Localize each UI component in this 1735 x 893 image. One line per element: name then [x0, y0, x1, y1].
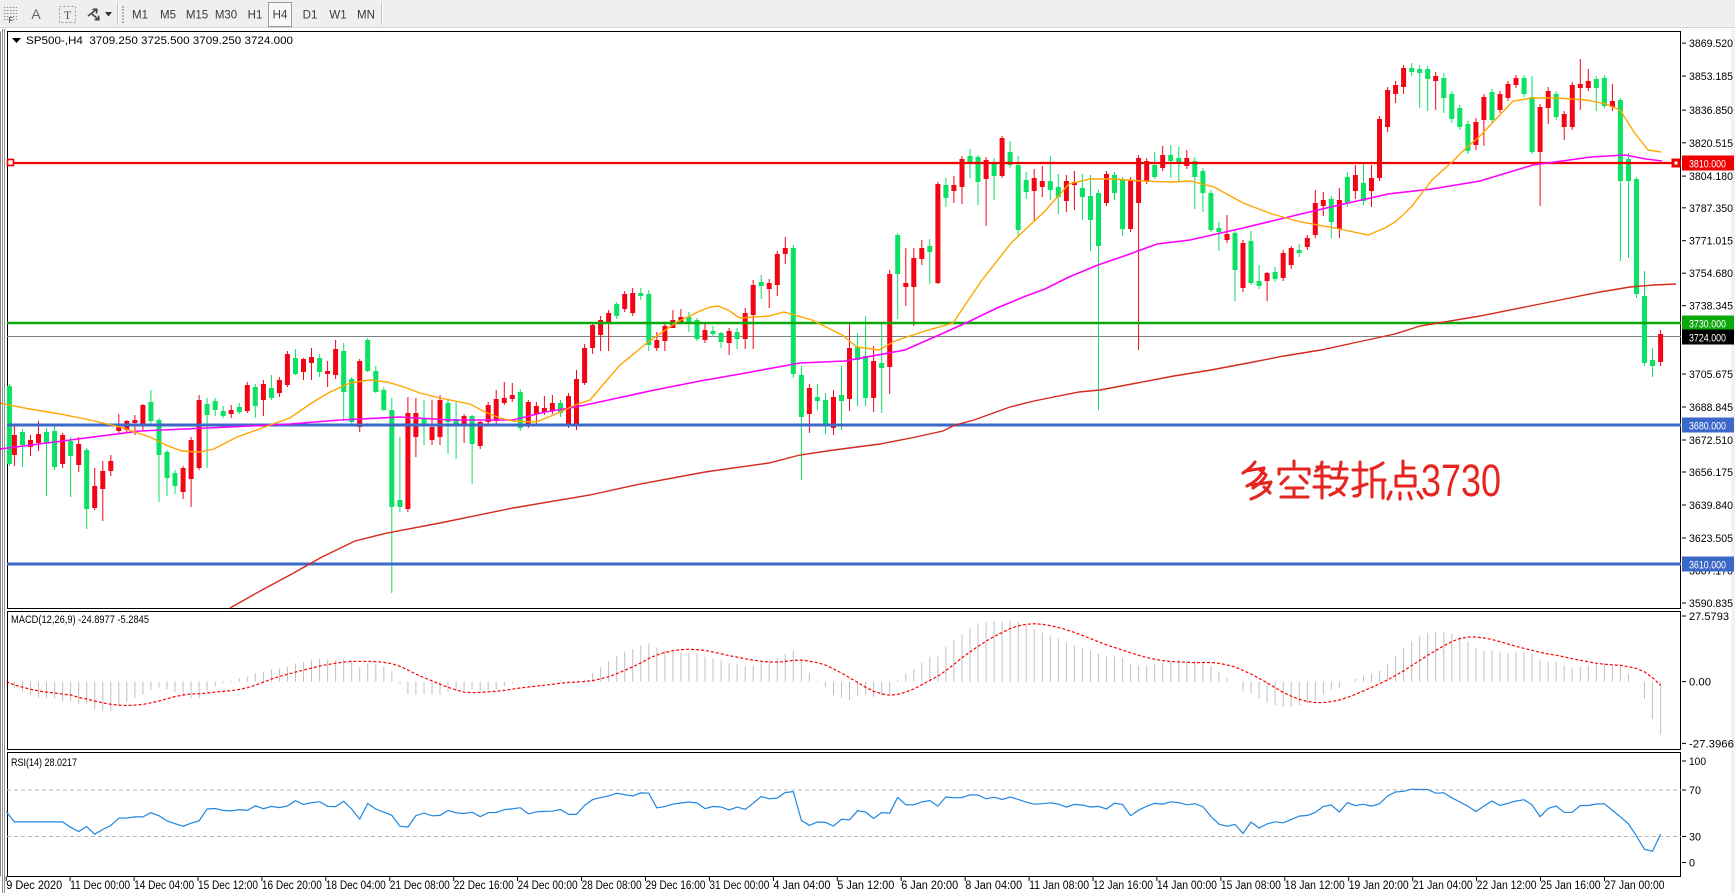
svg-text:21 Jan 04:00: 21 Jan 04:00 [1413, 880, 1473, 892]
svg-text:3738.345: 3738.345 [1689, 301, 1733, 313]
svg-text:27 Jan 00:00: 27 Jan 00:00 [1605, 880, 1665, 892]
svg-text:0: 0 [1689, 858, 1695, 870]
svg-text:3705.675: 3705.675 [1689, 369, 1733, 381]
svg-text:6 Jan 20:00: 6 Jan 20:00 [901, 880, 958, 892]
svg-text:70: 70 [1689, 785, 1701, 797]
svg-text:3724.000: 3724.000 [1689, 333, 1726, 345]
svg-text:100: 100 [1689, 756, 1706, 768]
svg-text:MACD(12,26,9) -24.8977 -5.2845: MACD(12,26,9) -24.8977 -5.2845 [11, 614, 149, 626]
svg-text:3610.000: 3610.000 [1689, 560, 1726, 572]
svg-text:H4: H4 [273, 10, 288, 22]
svg-text:15 Dec 12:00: 15 Dec 12:00 [198, 880, 258, 892]
svg-text:3853.185: 3853.185 [1689, 71, 1733, 83]
svg-text:22 Dec 16:00: 22 Dec 16:00 [454, 880, 514, 892]
svg-text:28 Dec 08:00: 28 Dec 08:00 [582, 880, 642, 892]
svg-text:9 Dec 2020: 9 Dec 2020 [6, 880, 62, 892]
svg-text:M15: M15 [186, 10, 208, 22]
svg-text:3820.515: 3820.515 [1689, 138, 1733, 150]
svg-text:T: T [64, 8, 72, 22]
svg-text:A: A [31, 6, 41, 22]
svg-text:11 Dec 00:00: 11 Dec 00:00 [70, 880, 130, 892]
svg-text:3656.175: 3656.175 [1689, 467, 1733, 479]
svg-text:18 Dec 04:00: 18 Dec 04:00 [326, 880, 386, 892]
svg-text:3639.840: 3639.840 [1689, 500, 1733, 512]
svg-text:3810.000: 3810.000 [1689, 159, 1726, 171]
svg-text:21 Dec 08:00: 21 Dec 08:00 [390, 880, 450, 892]
svg-text:19 Jan 20:00: 19 Jan 20:00 [1349, 880, 1409, 892]
svg-text:27.5793: 27.5793 [1689, 611, 1729, 623]
svg-text:D1: D1 [303, 10, 318, 22]
svg-text:16 Dec 20:00: 16 Dec 20:00 [262, 880, 322, 892]
svg-text:3754.680: 3754.680 [1689, 268, 1733, 280]
svg-text:18 Jan 12:00: 18 Jan 12:00 [1285, 880, 1345, 892]
svg-text:14 Jan 00:00: 14 Jan 00:00 [1157, 880, 1217, 892]
svg-text:3730.000: 3730.000 [1689, 319, 1726, 331]
svg-text:SP500-,H4 3709.250 3725.500 3: SP500-,H4 3709.250 3725.500 3709.250 372… [26, 35, 293, 47]
svg-text:3672.510: 3672.510 [1689, 435, 1733, 447]
svg-text:15 Jan 08:00: 15 Jan 08:00 [1221, 880, 1281, 892]
svg-text:29 Dec 16:00: 29 Dec 16:00 [646, 880, 706, 892]
svg-text:MN: MN [357, 10, 375, 22]
svg-text:30: 30 [1689, 832, 1701, 844]
svg-text:M30: M30 [215, 10, 237, 22]
svg-text:5 Jan 12:00: 5 Jan 12:00 [837, 880, 894, 892]
svg-text:3680.000: 3680.000 [1689, 421, 1726, 433]
svg-text:0.00: 0.00 [1689, 677, 1711, 689]
svg-text:25 Jan 16:00: 25 Jan 16:00 [1541, 880, 1601, 892]
svg-text:M5: M5 [160, 10, 176, 22]
svg-text:3688.845: 3688.845 [1689, 402, 1733, 414]
svg-text:3804.180: 3804.180 [1689, 171, 1733, 183]
svg-text:22 Jan 12:00: 22 Jan 12:00 [1477, 880, 1537, 892]
svg-text:RSI(14) 28.0217: RSI(14) 28.0217 [11, 757, 77, 769]
svg-text:4 Jan 04:00: 4 Jan 04:00 [773, 880, 830, 892]
svg-text:F: F [9, 16, 14, 25]
svg-text:H1: H1 [248, 10, 263, 22]
svg-text:3590.835: 3590.835 [1689, 598, 1733, 610]
svg-text:12 Jan 16:00: 12 Jan 16:00 [1093, 880, 1153, 892]
svg-text:3836.850: 3836.850 [1689, 105, 1733, 117]
svg-text:M1: M1 [132, 10, 148, 22]
svg-text:14 Dec 04:00: 14 Dec 04:00 [134, 880, 194, 892]
svg-text:W1: W1 [329, 10, 346, 22]
svg-text:31 Dec 00:00: 31 Dec 00:00 [709, 880, 769, 892]
svg-text:3787.350: 3787.350 [1689, 203, 1733, 215]
svg-text:3623.505: 3623.505 [1689, 533, 1733, 545]
svg-text:3730: 3730 [1421, 455, 1501, 506]
svg-text:24 Dec 00:00: 24 Dec 00:00 [518, 880, 578, 892]
svg-text:3869.520: 3869.520 [1689, 38, 1733, 50]
svg-text:-27.3966: -27.3966 [1689, 738, 1734, 750]
svg-text:8 Jan 04:00: 8 Jan 04:00 [965, 880, 1022, 892]
svg-text:11 Jan 08:00: 11 Jan 08:00 [1029, 880, 1089, 892]
svg-text:3771.015: 3771.015 [1689, 236, 1733, 248]
